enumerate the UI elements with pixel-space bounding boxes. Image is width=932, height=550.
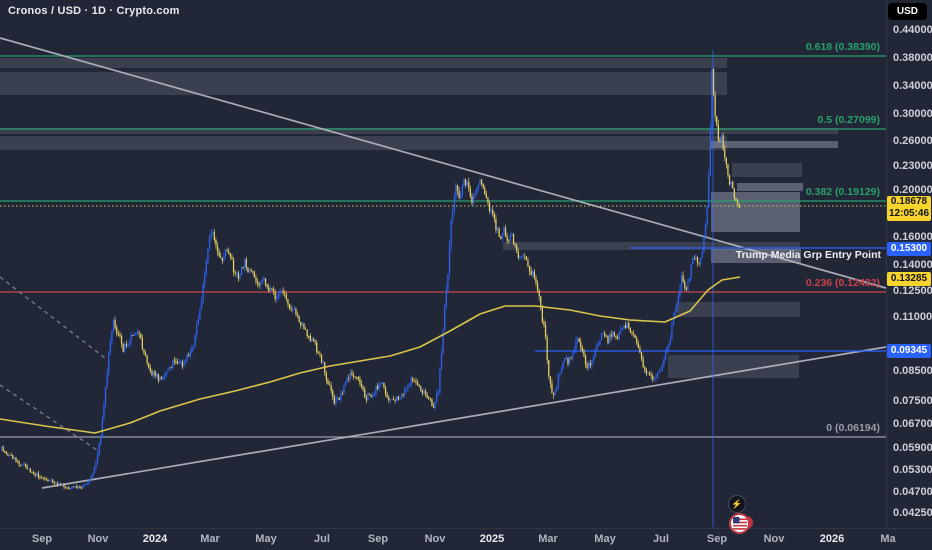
time-tick: Sep xyxy=(31,533,53,545)
current-price-badge: 0.18678 12:05:46 xyxy=(887,196,931,221)
price-tick: 0.05300 xyxy=(893,464,932,476)
time-tick: 2025 xyxy=(479,533,505,545)
zone[interactable] xyxy=(711,192,800,232)
fib-label-0.618[interactable]: 0.618 (0.38390) xyxy=(805,41,880,53)
zone[interactable] xyxy=(503,242,800,250)
price-tick: 0.05900 xyxy=(893,442,932,454)
price-line-badge-09345: 0.09345 xyxy=(887,344,931,358)
zone[interactable] xyxy=(668,355,799,378)
time-axis-separator xyxy=(0,528,932,529)
price-tick: 0.23000 xyxy=(893,160,932,172)
price-tick: 0.16000 xyxy=(893,231,932,243)
fib-label-0[interactable]: 0 (0.06194) xyxy=(826,422,880,434)
price-tick: 0.44000 xyxy=(893,24,932,36)
time-tick: Sep xyxy=(706,533,728,545)
fib-label-0.382[interactable]: 0.382 (0.19129) xyxy=(805,186,880,198)
time-tick: May xyxy=(255,533,277,545)
moving-average-line[interactable] xyxy=(0,276,741,434)
zone[interactable] xyxy=(737,183,803,191)
time-tick: Mar xyxy=(538,533,558,545)
zone[interactable] xyxy=(0,72,727,95)
price-tick: 0.34000 xyxy=(893,80,932,92)
price-axis-separator xyxy=(886,0,887,528)
us-flag-icon xyxy=(732,516,747,531)
zone[interactable] xyxy=(711,141,838,148)
price-tick: 0.26000 xyxy=(893,135,932,147)
candles[interactable] xyxy=(0,68,740,491)
price-tick: 0.04250 xyxy=(893,507,932,519)
fib-label-0.5[interactable]: 0.5 (0.27099) xyxy=(817,114,880,126)
zone[interactable] xyxy=(711,249,801,263)
entry-point-label[interactable]: Trump Media Grp Entry Point xyxy=(735,249,881,261)
price-tick: 0.30000 xyxy=(893,108,932,120)
price-tick: 0.08500 xyxy=(893,365,932,377)
time-tick: Ma xyxy=(880,533,896,545)
time-tick: 2026 xyxy=(819,533,845,545)
time-tick: Nov xyxy=(763,533,785,545)
fib-label-0.236[interactable]: 0.236 (0.12432) xyxy=(805,277,880,289)
price-tick: 0.07500 xyxy=(893,395,932,407)
price-tick: 0.06700 xyxy=(893,418,932,430)
price-tick: 0.12500 xyxy=(893,285,932,297)
fib-lines xyxy=(0,55,886,438)
ma-value-badge: 0.13285 xyxy=(887,272,931,286)
time-tick: Nov xyxy=(424,533,446,545)
trend-lines xyxy=(0,37,887,489)
zone[interactable] xyxy=(732,163,802,177)
currency-button[interactable]: USD xyxy=(887,3,927,20)
dashed-trendline-upper[interactable] xyxy=(0,276,106,359)
time-tick: May xyxy=(594,533,616,545)
symbol-title[interactable]: Cronos / USD · 1D · Crypto.com xyxy=(8,5,180,17)
ascending-trendline[interactable] xyxy=(41,346,887,489)
descending-trendline[interactable] xyxy=(0,37,887,289)
price-line-badge-153: 0.15300 xyxy=(887,242,931,256)
time-tick: Jul xyxy=(314,533,330,545)
lightning-event-icon[interactable]: ⚡ xyxy=(728,495,746,513)
time-tick: Jul xyxy=(653,533,669,545)
price-tick: 0.20000 xyxy=(893,184,932,196)
zone[interactable] xyxy=(677,302,800,317)
price-tick: 0.38000 xyxy=(893,52,932,64)
time-tick: Nov xyxy=(87,533,109,545)
time-tick: 2024 xyxy=(142,533,168,545)
time-tick: Mar xyxy=(200,533,220,545)
us-flag-event-icon[interactable] xyxy=(729,513,750,534)
zone[interactable] xyxy=(0,136,727,150)
zone[interactable] xyxy=(0,128,838,134)
price-tick: 0.04700 xyxy=(893,486,932,498)
price-tick: 0.14000 xyxy=(893,259,932,271)
price-tick: 0.11000 xyxy=(893,311,932,323)
time-tick: Sep xyxy=(367,533,389,545)
zone[interactable] xyxy=(0,58,727,68)
